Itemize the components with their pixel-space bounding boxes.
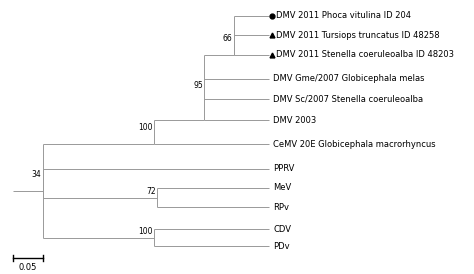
Text: DMV Sc/2007 Stenella coeruleoalba: DMV Sc/2007 Stenella coeruleoalba [273,95,423,104]
Text: PPRV: PPRV [273,164,294,173]
Text: MeV: MeV [273,183,292,192]
Text: DMV Gme/2007 Globicephala melas: DMV Gme/2007 Globicephala melas [273,75,425,83]
Text: 34: 34 [31,170,41,179]
Text: DMV 2003: DMV 2003 [273,116,316,125]
Text: 100: 100 [138,123,153,132]
Text: CeMV 20E Globicephala macrorhyncus: CeMV 20E Globicephala macrorhyncus [273,140,436,149]
Text: 95: 95 [193,81,203,90]
Text: DMV 2011 Stenella coeruleoalba ID 48203: DMV 2011 Stenella coeruleoalba ID 48203 [276,50,454,59]
Text: 66: 66 [223,34,232,42]
Text: DMV 2011 Phoca vitulina ID 204: DMV 2011 Phoca vitulina ID 204 [276,12,411,21]
Text: 0.05: 0.05 [18,262,37,272]
Text: PDv: PDv [273,241,290,250]
Text: 100: 100 [138,227,153,236]
Text: DMV 2011 Tursiops truncatus ID 48258: DMV 2011 Tursiops truncatus ID 48258 [276,31,439,40]
Text: CDV: CDV [273,225,291,233]
Text: RPv: RPv [273,203,289,212]
Text: 72: 72 [146,187,156,196]
